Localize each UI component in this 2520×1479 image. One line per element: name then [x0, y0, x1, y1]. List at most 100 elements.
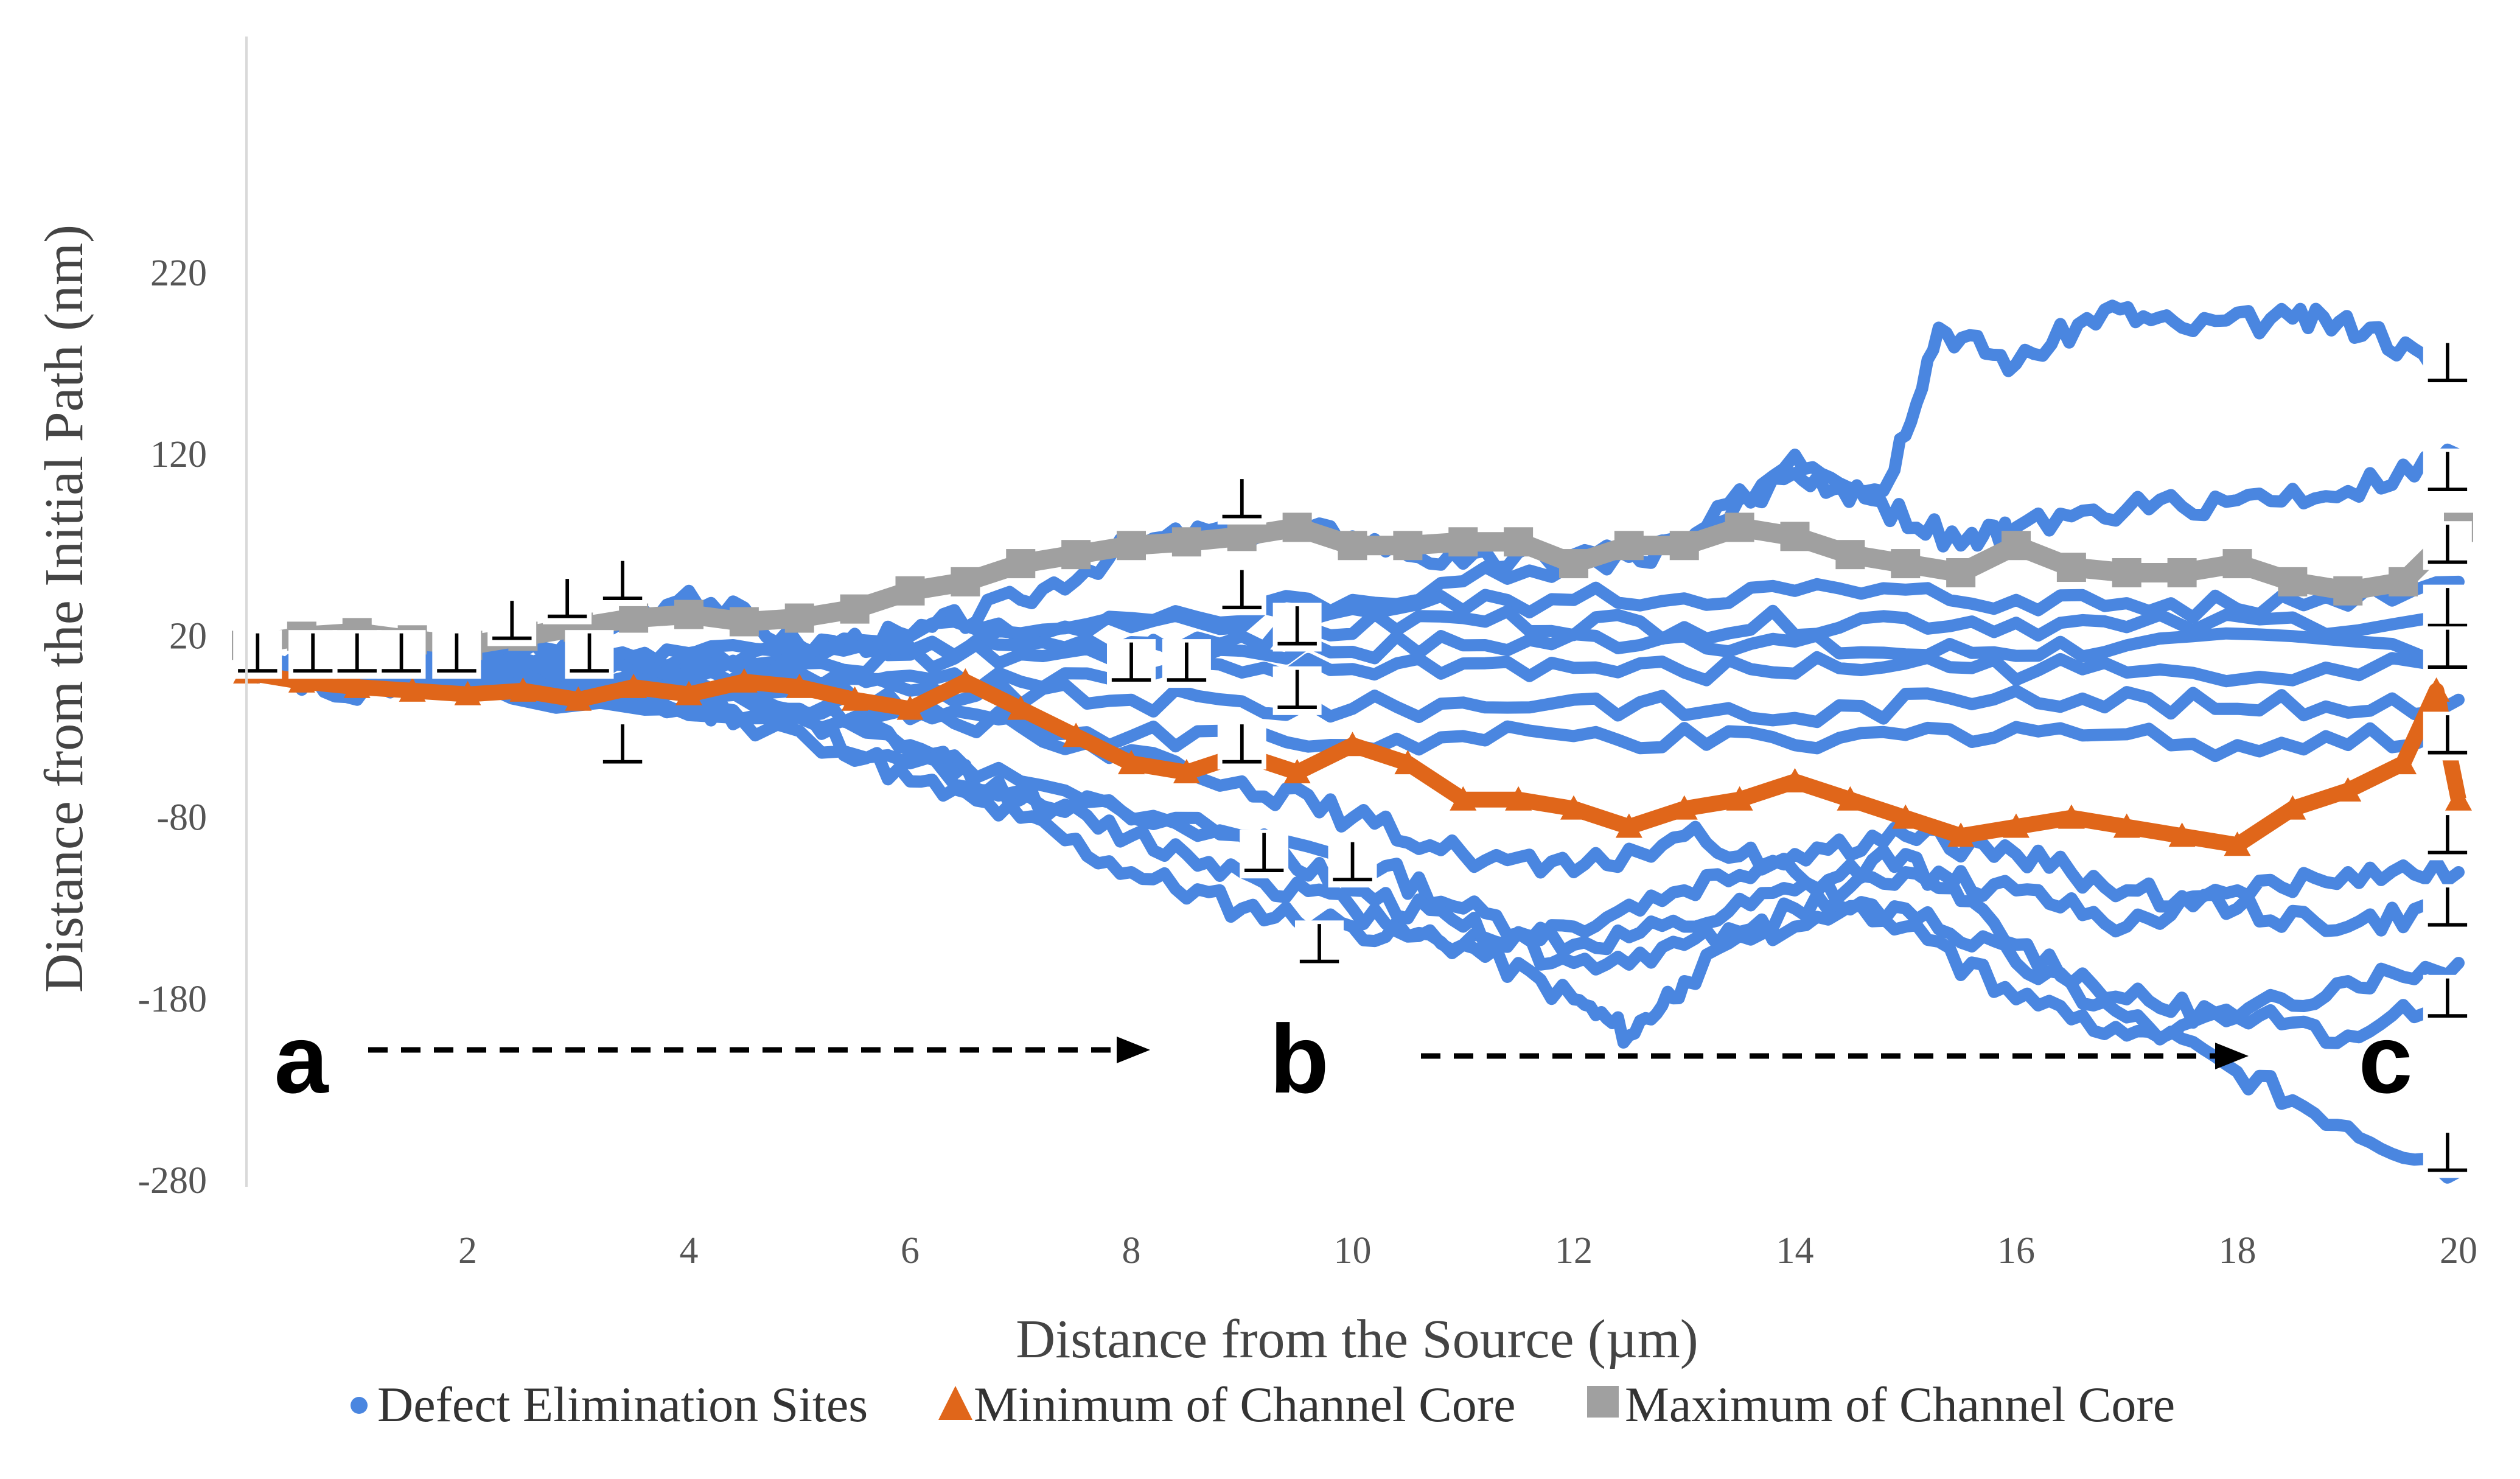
max-core-point-34 [2056, 553, 2086, 582]
x-tick-label-10: 20 [2440, 1230, 2477, 1271]
annotation-letter-c: c [2359, 1004, 2413, 1113]
legend-marker-circle [351, 1397, 368, 1414]
max-core-point-14 [951, 567, 980, 596]
max-core-point-10 [729, 607, 759, 637]
dislocation-bg-12 [1162, 639, 1211, 688]
dislocation-symbol-6: ⊥ [487, 589, 536, 654]
max-core-point-20 [1282, 512, 1312, 542]
dislocation-bg-25 [2423, 626, 2472, 676]
y-tick-label-3: 20 [169, 615, 207, 657]
dislocation-symbol-16: ⊥ [1273, 593, 1322, 659]
dislocation-symbol-20: ⊥ [1295, 911, 1344, 976]
y-tick-label-5: -180 [138, 979, 207, 1020]
y-tick-label-2: 120 [150, 434, 207, 475]
max-core-point-19 [1227, 522, 1257, 551]
max-core-point-22 [1393, 531, 1423, 561]
dislocation-symbol-18: ⊥ [1240, 820, 1288, 886]
y-tick-label-6: -280 [138, 1160, 207, 1201]
dislocation-symbol-1: ⊥ [233, 621, 282, 686]
dislocation-bg-30 [2423, 1129, 2472, 1178]
min-core-band [245, 665, 2466, 853]
dislocation-symbol-25: ⊥ [2423, 617, 2472, 682]
dislocation-bg-15 [1217, 721, 1266, 770]
dislocation-bg-9 [598, 557, 647, 606]
dislocation-bg-14 [1217, 566, 1266, 615]
dislocation-symbol-11: ⊥ [1107, 630, 1156, 695]
dislocation-bg-4 [377, 630, 426, 679]
dislocation-symbol-3: ⊥ [333, 621, 382, 686]
max-core-point-8 [619, 603, 649, 633]
dislocation-symbol-5: ⊥ [432, 621, 481, 686]
defect-line-12 [240, 661, 2465, 1184]
max-core-point-36 [2167, 558, 2197, 587]
dislocation-symbol-22: ⊥ [2423, 439, 2472, 505]
dislocation-symbol-10: ⊥ [598, 712, 647, 777]
annotation-letter-b: b [1269, 1004, 1329, 1113]
max-core-point-30 [1835, 540, 1865, 570]
x-tick-label-6: 12 [1555, 1230, 1593, 1271]
legend-label-3: Maximum of Channel Core [1625, 1377, 2175, 1432]
dislocation-bg-10 [598, 721, 647, 770]
max-core-point-29 [1780, 522, 1810, 551]
y-tick-label-4: -80 [156, 797, 207, 839]
defect-line-11 [240, 659, 2465, 1029]
defect-line-4 [240, 604, 2465, 684]
dislocation-bg-3 [332, 630, 382, 679]
dislocation-symbol-9: ⊥ [598, 548, 647, 614]
dislocation-bg-22 [2423, 448, 2472, 497]
dislocation-bg-24 [2423, 584, 2472, 634]
max-core-point-37 [2222, 549, 2252, 579]
max-core-point-39 [2333, 576, 2363, 606]
dislocation-symbol-27: ⊥ [2423, 802, 2472, 867]
annotation-letter-a: a [274, 1004, 329, 1113]
max-core-point-33 [2002, 531, 2031, 561]
dislocation-bg-1 [233, 630, 282, 679]
x-tick-label-9: 18 [2219, 1230, 2256, 1271]
x-tick-label-1: 2 [458, 1230, 477, 1271]
arrow-head-2 [2215, 1043, 2249, 1069]
axes: 220 120 20 -80 -180 -280 2 4 6 8 10 12 14 16 18 20 [138, 37, 2477, 1271]
dislocation-bg-28 [2423, 884, 2472, 933]
legend-marker-square [1587, 1386, 1619, 1418]
max-core-point-31 [1891, 549, 1921, 579]
max-core-point-23 [1448, 527, 1478, 557]
x-tick-label-4: 8 [1122, 1230, 1141, 1271]
y-tick-label-1: 220 [150, 253, 207, 294]
x-tick-label-2: 4 [680, 1230, 699, 1271]
legend: Defect Elimination Sites Minimum of Chann… [351, 1377, 2175, 1432]
max-core-point-38 [2278, 567, 2308, 596]
max-core-point-12 [840, 594, 870, 624]
max-core-point-24 [1504, 527, 1534, 557]
dislocation-symbol-19: ⊥ [1328, 830, 1377, 895]
dislocation-bg-26 [2423, 712, 2472, 761]
max-core-point-17 [1117, 531, 1146, 561]
dislocation-symbol-7: ⊥ [543, 567, 592, 632]
dislocation-bg-17 [1272, 666, 1322, 715]
max-core-point-18 [1171, 527, 1201, 557]
dislocation-symbol-28: ⊥ [2423, 875, 2472, 940]
dislocation-markers: ⊥ ⊥⊥⊥ ⊥⊥ ⊥⊥⊥⊥⊥ ⊥⊥⊥⊥⊥⊥⊥ ⊥⊥⊥⊥⊥⊥⊥⊥⊥⊥⊥⊥ [233, 330, 2472, 1185]
dislocation-symbol-29: ⊥ [2423, 966, 2472, 1031]
dislocation-bg-29 [2423, 974, 2472, 1024]
dislocation-symbol-8: ⊥ [565, 621, 613, 686]
dislocation-bg-7 [543, 575, 592, 624]
dislocation-symbol-26: ⊥ [2423, 702, 2472, 767]
max-core-point-26 [1614, 531, 1644, 561]
max-core-point-16 [1061, 540, 1091, 570]
x-tick-label-8: 16 [1997, 1230, 2035, 1271]
max-core-point-40 [2389, 567, 2418, 596]
dislocation-bg-20 [1294, 920, 1344, 970]
max-core-point-13 [895, 576, 925, 606]
annotations: a b c [274, 1004, 2413, 1113]
dislocation-symbol-23: ⊥ [2423, 512, 2472, 577]
dislocation-bg-21 [2423, 340, 2472, 389]
x-axis-title: Distance from the Source (µm) [1016, 1309, 1698, 1369]
x-tick-label-3: 6 [901, 1230, 920, 1271]
dislocation-symbol-30: ⊥ [2423, 1120, 2472, 1185]
dislocation-symbol-13: ⊥ [1218, 467, 1266, 532]
max-core-point-27 [1669, 531, 1699, 561]
legend-marker-triangle [938, 1386, 972, 1420]
dislocation-symbol-4: ⊥ [377, 621, 425, 686]
max-core-point-35 [2112, 558, 2141, 587]
max-core-point-21 [1338, 531, 1367, 561]
